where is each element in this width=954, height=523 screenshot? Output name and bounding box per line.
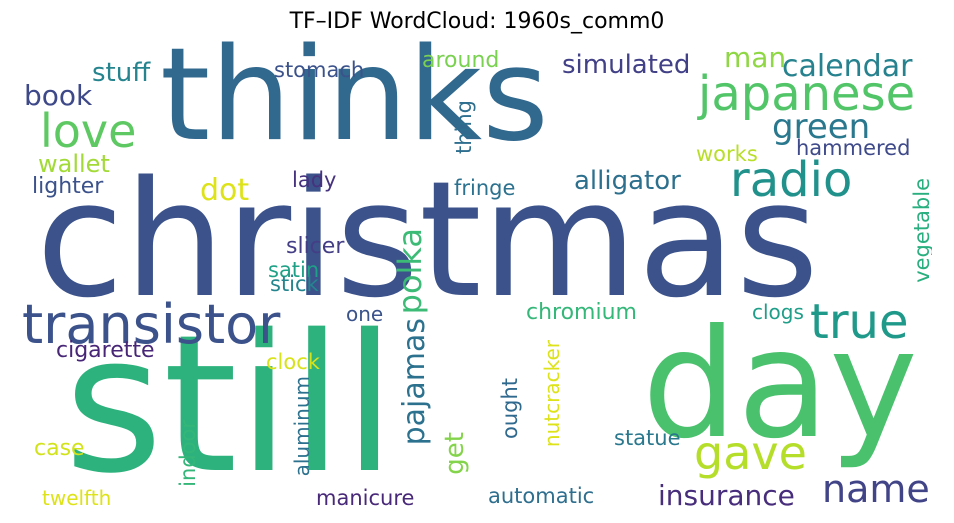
word-cloud: christmas thinks still day transistor japanes… <box>22 40 932 518</box>
word-gave: gave <box>694 426 807 480</box>
word-book: book <box>24 79 93 112</box>
word-simulated: simulated <box>562 50 691 80</box>
word-one: one <box>346 302 384 326</box>
word-ought: ought <box>498 378 522 440</box>
word-calendar: calendar <box>782 49 913 84</box>
word-radio: radio <box>730 152 853 208</box>
word-clogs: clogs <box>752 300 804 324</box>
word-lighter: lighter <box>32 174 104 199</box>
word-statue: statue <box>614 426 681 450</box>
word-hammered: hammered <box>796 136 911 160</box>
word-alligator: alligator <box>574 166 681 196</box>
word-nutcracker: nutcracker <box>540 340 564 448</box>
word-aluminum: aluminum <box>290 376 314 477</box>
word-twelfth: twelfth <box>42 486 112 510</box>
word-fringe: fringe <box>454 176 516 200</box>
word-works: works <box>696 142 758 166</box>
word-stomach: stomach <box>274 58 365 82</box>
word-day: day <box>642 298 918 472</box>
word-thing: thing <box>452 100 476 155</box>
word-slicer: slicer <box>286 234 345 259</box>
word-manicure: manicure <box>316 486 415 510</box>
word-christmas: christmas <box>36 146 819 333</box>
word-pajamas: pajamas <box>397 318 432 446</box>
word-stuff: stuff <box>92 58 151 88</box>
word-love: love <box>40 104 137 158</box>
word-case: case <box>34 436 85 461</box>
word-japanese: japanese <box>698 66 916 122</box>
word-thinks: thinks <box>160 40 549 170</box>
word-satin: satin <box>268 258 320 282</box>
word-cigarette: cigarette <box>56 338 155 363</box>
word-transistor: transistor <box>22 293 281 356</box>
word-green: green <box>772 107 871 147</box>
word-indoor: indoor <box>176 420 200 487</box>
word-true: true <box>810 294 909 350</box>
word-around: around <box>422 48 500 73</box>
word-chromium: chromium <box>526 300 637 325</box>
word-dot: dot <box>200 173 250 208</box>
word-wallet: wallet <box>38 150 110 178</box>
word-still: still <box>64 294 396 515</box>
chart-title: TF–IDF WordCloud: 1960s_comm0 <box>289 9 665 34</box>
word-insurance: insurance <box>658 479 795 512</box>
word-clock: clock <box>266 350 320 374</box>
word-stick: stick <box>270 272 319 296</box>
word-vegetable: vegetable <box>910 178 932 283</box>
word-automatic: automatic <box>488 484 595 508</box>
word-name: name <box>822 467 930 511</box>
word-get: get <box>440 432 470 475</box>
word-man: man <box>724 41 787 74</box>
word-polka: polka <box>391 228 429 315</box>
word-lady: lady <box>292 168 337 192</box>
